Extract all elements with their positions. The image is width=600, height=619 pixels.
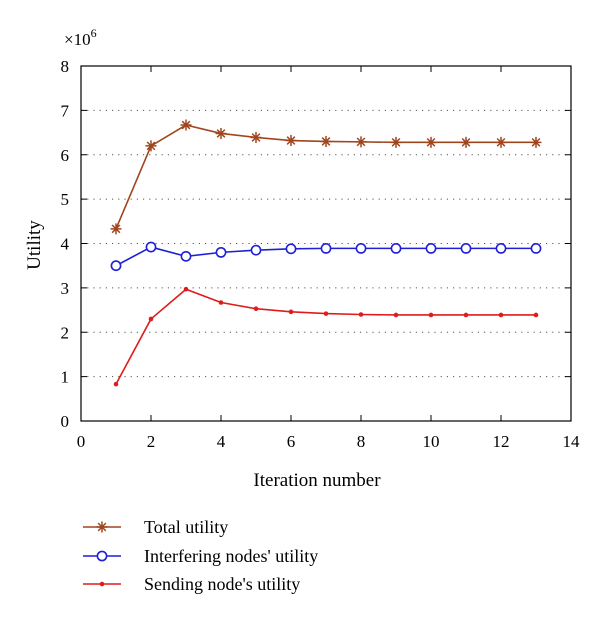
data-point-s0-2 — [180, 119, 192, 131]
data-point-s2-0 — [113, 381, 119, 387]
data-point-s1-12 — [530, 242, 542, 254]
data-point-s0-4 — [250, 131, 262, 143]
y-tick-label-4: 4 — [61, 235, 70, 254]
data-point-s2-10 — [463, 312, 469, 318]
data-point-s0-9 — [425, 136, 437, 148]
data-point-s0-6 — [320, 135, 332, 147]
x-tick-label-6: 6 — [287, 432, 296, 451]
data-point-s0-8 — [390, 136, 402, 148]
data-point-s0-1 — [145, 140, 157, 152]
legend-marker-0 — [96, 521, 108, 533]
y-tick-label-8: 8 — [61, 57, 70, 76]
y-multiplier-exponent: 6 — [91, 26, 97, 40]
series-layer — [110, 119, 542, 387]
legend-label-1: Interfering nodes' utility — [144, 546, 318, 566]
data-point-s1-5 — [285, 243, 297, 255]
x-tick-label-8: 8 — [357, 432, 366, 451]
data-point-s2-9 — [428, 312, 434, 318]
data-point-s1-2 — [180, 250, 192, 262]
data-point-s1-8 — [390, 242, 402, 254]
data-point-s0-0 — [110, 223, 122, 235]
x-tick-label-14: 14 — [563, 432, 581, 451]
series-0 — [110, 119, 542, 235]
series-2 — [113, 286, 539, 387]
data-point-s1-1 — [145, 241, 157, 253]
data-point-s1-7 — [355, 242, 367, 254]
y-tick-label-0: 0 — [61, 412, 70, 431]
x-tick-label-12: 12 — [493, 432, 510, 451]
data-point-s1-6 — [320, 242, 332, 254]
x-tick-label-10: 10 — [423, 432, 440, 451]
series-line-2 — [115, 288, 536, 385]
legend-entry-0: Total utility — [83, 517, 228, 537]
data-point-s0-11 — [495, 136, 507, 148]
data-point-s2-5 — [288, 309, 294, 315]
data-point-s1-9 — [425, 242, 437, 254]
legend-entry-1: Interfering nodes' utility — [83, 546, 318, 566]
data-point-s2-8 — [393, 312, 399, 318]
series-1 — [110, 241, 542, 272]
data-point-s2-12 — [533, 312, 539, 318]
legend-entry-2: Sending node's utility — [83, 574, 300, 594]
data-point-s0-12 — [530, 136, 542, 148]
grid-lines — [81, 109, 571, 378]
x-tick-label-0: 0 — [77, 432, 86, 451]
legend: Total utility Interfering nodes' utility S… — [83, 517, 318, 594]
y-tick-label-1: 1 — [61, 368, 70, 387]
y-multiplier-label: ×106 — [64, 26, 97, 49]
data-point-s0-10 — [460, 136, 472, 148]
data-point-s2-11 — [498, 312, 504, 318]
y-tick-label-5: 5 — [61, 190, 70, 209]
data-point-s1-10 — [460, 242, 472, 254]
x-tick-label-2: 2 — [147, 432, 156, 451]
x-tick-label-4: 4 — [217, 432, 226, 451]
data-point-s2-1 — [148, 316, 154, 322]
data-point-s1-3 — [215, 246, 227, 258]
y-tick-label-6: 6 — [61, 146, 70, 165]
data-point-s1-0 — [110, 260, 122, 272]
data-point-s2-3 — [218, 300, 224, 305]
y-tick-label-2: 2 — [61, 323, 70, 342]
data-point-s2-6 — [323, 311, 329, 316]
data-point-s0-5 — [285, 135, 297, 147]
y-multiplier-base: ×10 — [64, 30, 91, 49]
y-tick-label-3: 3 — [61, 279, 70, 298]
y-tick-label-7: 7 — [61, 101, 70, 120]
data-point-s0-7 — [355, 136, 367, 148]
legend-label-2: Sending node's utility — [144, 574, 300, 594]
data-point-s2-7 — [358, 312, 364, 317]
legend-label-0: Total utility — [144, 517, 228, 537]
data-point-s1-11 — [495, 242, 507, 254]
y-axis-label: Utility — [24, 220, 45, 270]
data-point-s0-3 — [215, 127, 227, 139]
legend-marker-2 — [99, 581, 105, 587]
legend-marker-1 — [96, 550, 108, 562]
data-point-s2-2 — [183, 286, 189, 292]
data-point-s2-4 — [253, 306, 259, 312]
data-point-s1-4 — [250, 244, 262, 256]
x-axis-label: Iteration number — [253, 470, 381, 491]
